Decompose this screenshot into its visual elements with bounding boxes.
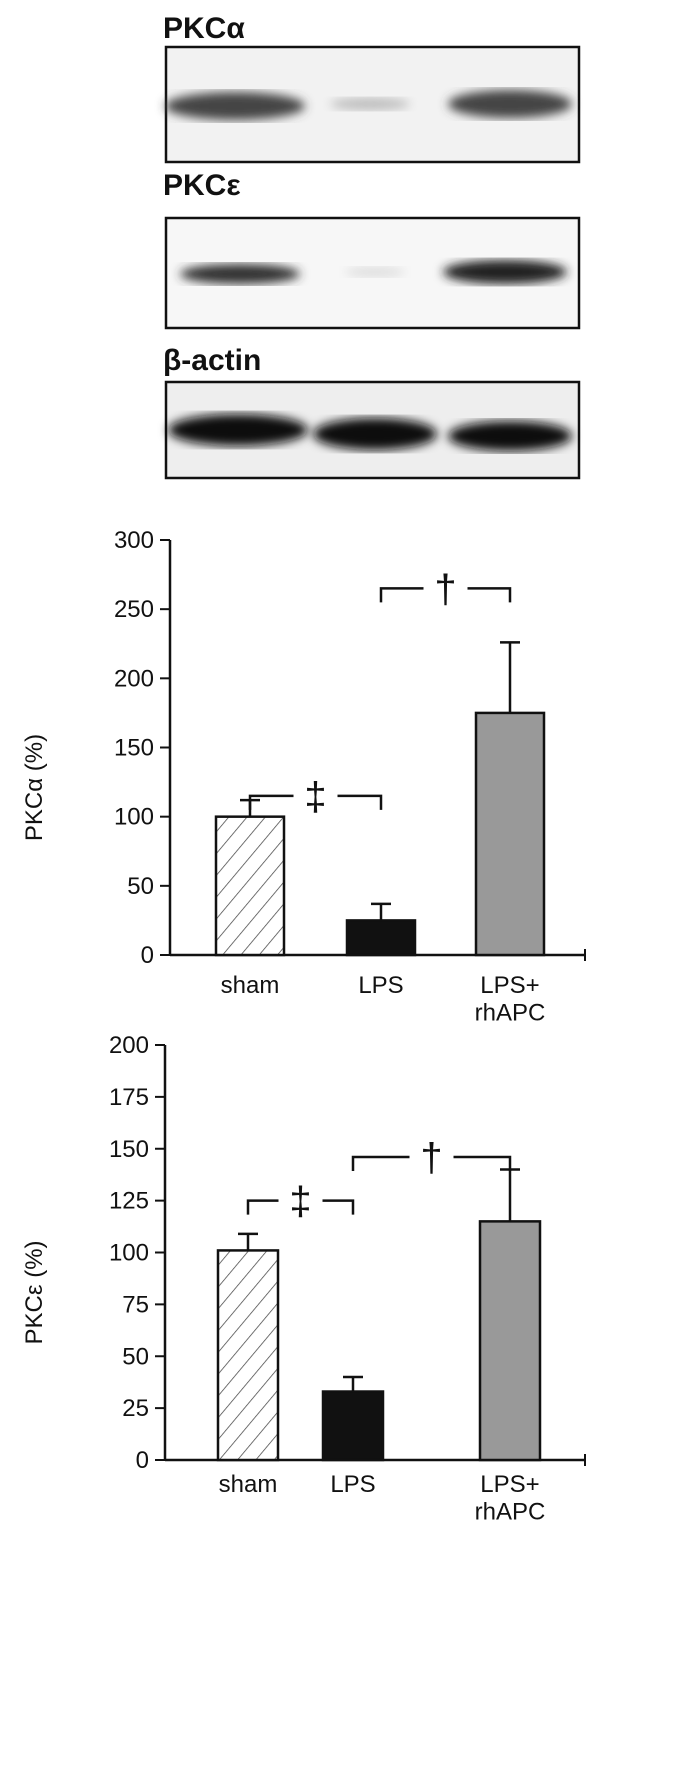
y-tick-label: 100 xyxy=(114,804,154,831)
significance-bracket xyxy=(248,794,383,810)
bar xyxy=(478,1220,542,1462)
y-tick-label: 200 xyxy=(109,1032,149,1059)
x-tick-label: LPS+ rhAPC xyxy=(475,1471,546,1526)
bar xyxy=(214,815,286,957)
bar xyxy=(216,1249,280,1462)
significance-bracket xyxy=(379,587,512,603)
y-tick-label: 0 xyxy=(141,942,154,969)
y-tick-label: 0 xyxy=(136,1447,149,1474)
y-tick-label: 25 xyxy=(122,1395,149,1422)
significance-mark: ‡ xyxy=(304,775,326,819)
significance-bracket xyxy=(246,1199,355,1215)
x-tick-label: sham xyxy=(221,972,280,999)
y-tick-label: 175 xyxy=(109,1084,149,1111)
bar xyxy=(321,1390,385,1462)
significance-mark: † xyxy=(420,1136,442,1180)
x-tick-label: LPS xyxy=(330,1471,375,1498)
y-tick-label: 50 xyxy=(122,1343,149,1370)
y-tick-label: 250 xyxy=(114,596,154,623)
y-tick-label: 125 xyxy=(109,1188,149,1215)
blot-label: β-actin xyxy=(163,344,261,377)
y-tick-label: 150 xyxy=(109,1136,149,1163)
blot-label: PKCε xyxy=(163,169,241,202)
significance-bracket xyxy=(351,1155,512,1172)
y-tick-label: 150 xyxy=(114,735,154,762)
y-tick-label: 300 xyxy=(114,527,154,554)
significance-mark: ‡ xyxy=(289,1180,311,1224)
x-tick-label: sham xyxy=(219,1471,278,1498)
y-axis-label: PKCε (%) xyxy=(21,1240,48,1344)
y-tick-label: 100 xyxy=(109,1240,149,1267)
y-tick-label: 75 xyxy=(122,1291,149,1318)
y-axis-label: PKCα (%) xyxy=(21,734,48,841)
bar xyxy=(474,711,546,957)
significance-mark: † xyxy=(434,567,456,611)
blot-label: PKCα xyxy=(163,12,245,45)
x-tick-label: LPS xyxy=(358,972,403,999)
y-tick-label: 200 xyxy=(114,665,154,692)
y-tick-label: 50 xyxy=(127,873,154,900)
bar xyxy=(345,919,417,957)
blot-panel: PKCα PKCε β-actin xyxy=(163,12,581,480)
x-tick-label: LPS+ rhAPC xyxy=(475,972,546,1027)
